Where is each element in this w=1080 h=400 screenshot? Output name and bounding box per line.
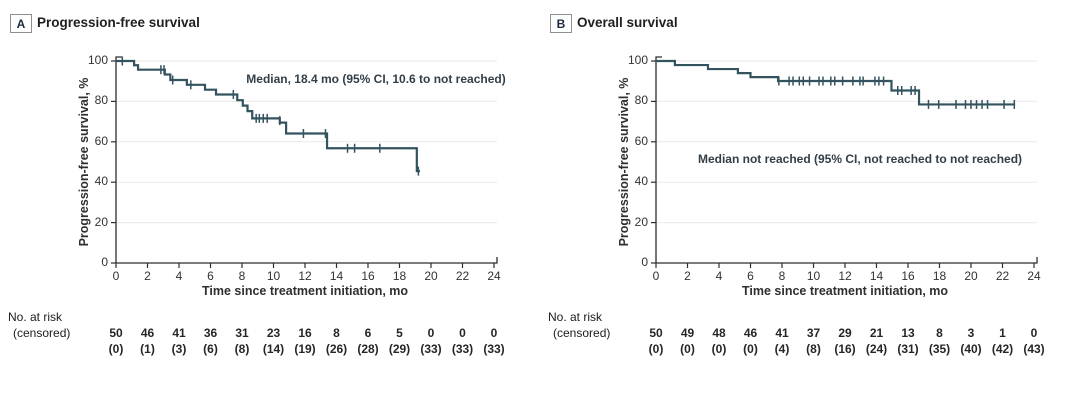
panel-b-x-axis-title: Time since treatment initiation, mo	[741, 284, 949, 298]
panel-a-median-annotation: Median, 18.4 mo (95% CI, 10.6 to not rea…	[246, 72, 506, 86]
panel-b: B Overall survival Progression-free surv…	[540, 0, 1080, 400]
survival-curve	[116, 59, 420, 173]
panel-a-at-risk-label: No. at risk	[8, 310, 63, 324]
panel-a-censored-label: (censored)	[13, 326, 71, 340]
panel-a-tag-box: A	[10, 14, 32, 33]
km-plot-a	[111, 56, 498, 268]
survival-curve	[656, 59, 1016, 106]
km-plot-b	[651, 56, 1038, 268]
panel-b-letter: B	[556, 16, 566, 31]
panel-a-letter: A	[16, 16, 26, 31]
panel-b-censored-label: (censored)	[553, 326, 611, 340]
panel-a: A Progression-free survival Progression-…	[8, 14, 506, 356]
panel-a-x-axis-title: Time since treatment initiation, mo	[201, 284, 409, 298]
panel-a-y-axis-title: Progression-free survival, %	[77, 77, 91, 247]
panel-b-title: Overall survival	[577, 15, 678, 30]
axis-line	[115, 56, 498, 264]
panel-b-y-axis-title: Progression-free survival, %	[617, 77, 631, 247]
panel-a-title: Progression-free survival	[37, 15, 200, 30]
panel-b-median-annotation: Median not reached (95% CI, not reached …	[697, 152, 1023, 166]
panel-b-at-risk-label: No. at risk	[548, 310, 603, 324]
panel-b-tag-box: B	[550, 14, 572, 33]
